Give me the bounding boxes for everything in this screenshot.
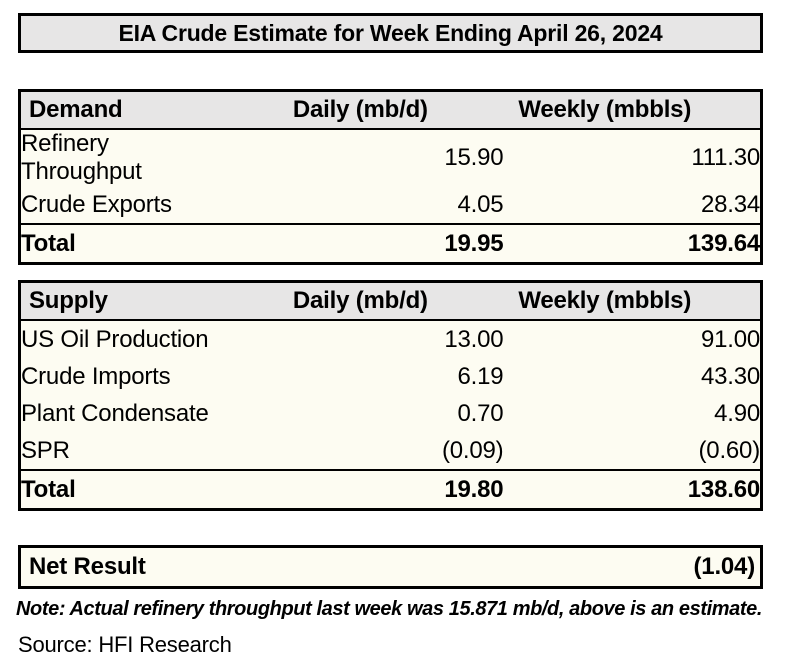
table-row: SPR (0.09) (0.60) <box>20 432 762 470</box>
cell-weekly: 139.64 <box>503 223 762 264</box>
net-result-bar: Net Result (1.04) <box>18 545 763 589</box>
cell-weekly: 28.34 <box>700 190 760 218</box>
cell-daily: 0.70 <box>457 399 504 427</box>
source-text: Source: HFI Research <box>18 632 232 657</box>
cell-weekly: 4.90 <box>714 399 760 427</box>
supply-header-daily: Daily (mb/d) <box>217 281 504 321</box>
net-result-label: Net Result <box>29 553 146 580</box>
cell-daily: (0.09) <box>441 436 504 464</box>
cell-daily: 13.00 <box>444 325 504 353</box>
cell-weekly: 91.00 <box>700 325 760 353</box>
table-row: Refinery Throughput 15.90 111.30 <box>20 129 762 186</box>
cell-label: Refinery Throughput <box>21 130 142 185</box>
table-row: US Oil Production 13.00 91.00 <box>20 320 762 358</box>
table-row: Plant Condensate 0.70 4.90 <box>20 395 762 432</box>
supply-total-row: Total 19.80 138.60 <box>19 469 762 510</box>
note-text: Note: Actual refinery throughput last we… <box>16 598 762 620</box>
supply-header-label: Supply <box>19 281 218 321</box>
net-result-value: (1.04) <box>693 553 756 580</box>
demand-total-row: Total 19.95 139.64 <box>19 223 762 264</box>
cell-label: US Oil Production <box>21 325 209 353</box>
cell-daily: 4.05 <box>457 190 504 218</box>
demand-header-weekly: Weekly (mbbls) <box>503 90 762 130</box>
demand-header-daily: Daily (mb/d) <box>217 90 504 130</box>
cell-weekly: (0.60) <box>698 436 761 464</box>
cell-weekly: 43.30 <box>700 362 760 390</box>
cell-daily: 19.80 <box>217 469 504 510</box>
demand-table: Demand Daily (mb/d) Weekly (mbbls) Refin… <box>18 89 763 265</box>
cell-label: Total <box>19 223 218 264</box>
cell-label: Plant Condensate <box>21 399 209 427</box>
cell-label: Crude Exports <box>21 190 172 218</box>
cell-label: Total <box>19 469 218 510</box>
cell-weekly: 111.30 <box>691 144 760 171</box>
cell-label: Crude Imports <box>21 362 171 390</box>
cell-daily: 19.95 <box>217 223 504 264</box>
cell-label: SPR <box>21 436 70 464</box>
cell-daily: 6.19 <box>457 362 504 390</box>
supply-header-weekly: Weekly (mbbls) <box>503 281 762 321</box>
table-row: Crude Exports 4.05 28.34 <box>20 186 762 224</box>
supply-table: Supply Daily (mb/d) Weekly (mbbls) US Oi… <box>18 280 763 511</box>
cell-daily: 15.90 <box>444 144 504 171</box>
cell-weekly: 138.60 <box>503 469 762 510</box>
supply-header-row: Supply Daily (mb/d) Weekly (mbbls) <box>19 281 762 321</box>
page-title: EIA Crude Estimate for Week Ending April… <box>18 13 763 53</box>
demand-header-row: Demand Daily (mb/d) Weekly (mbbls) <box>19 90 762 130</box>
demand-header-label: Demand <box>19 90 218 130</box>
table-row: Crude Imports 6.19 43.30 <box>20 358 762 395</box>
